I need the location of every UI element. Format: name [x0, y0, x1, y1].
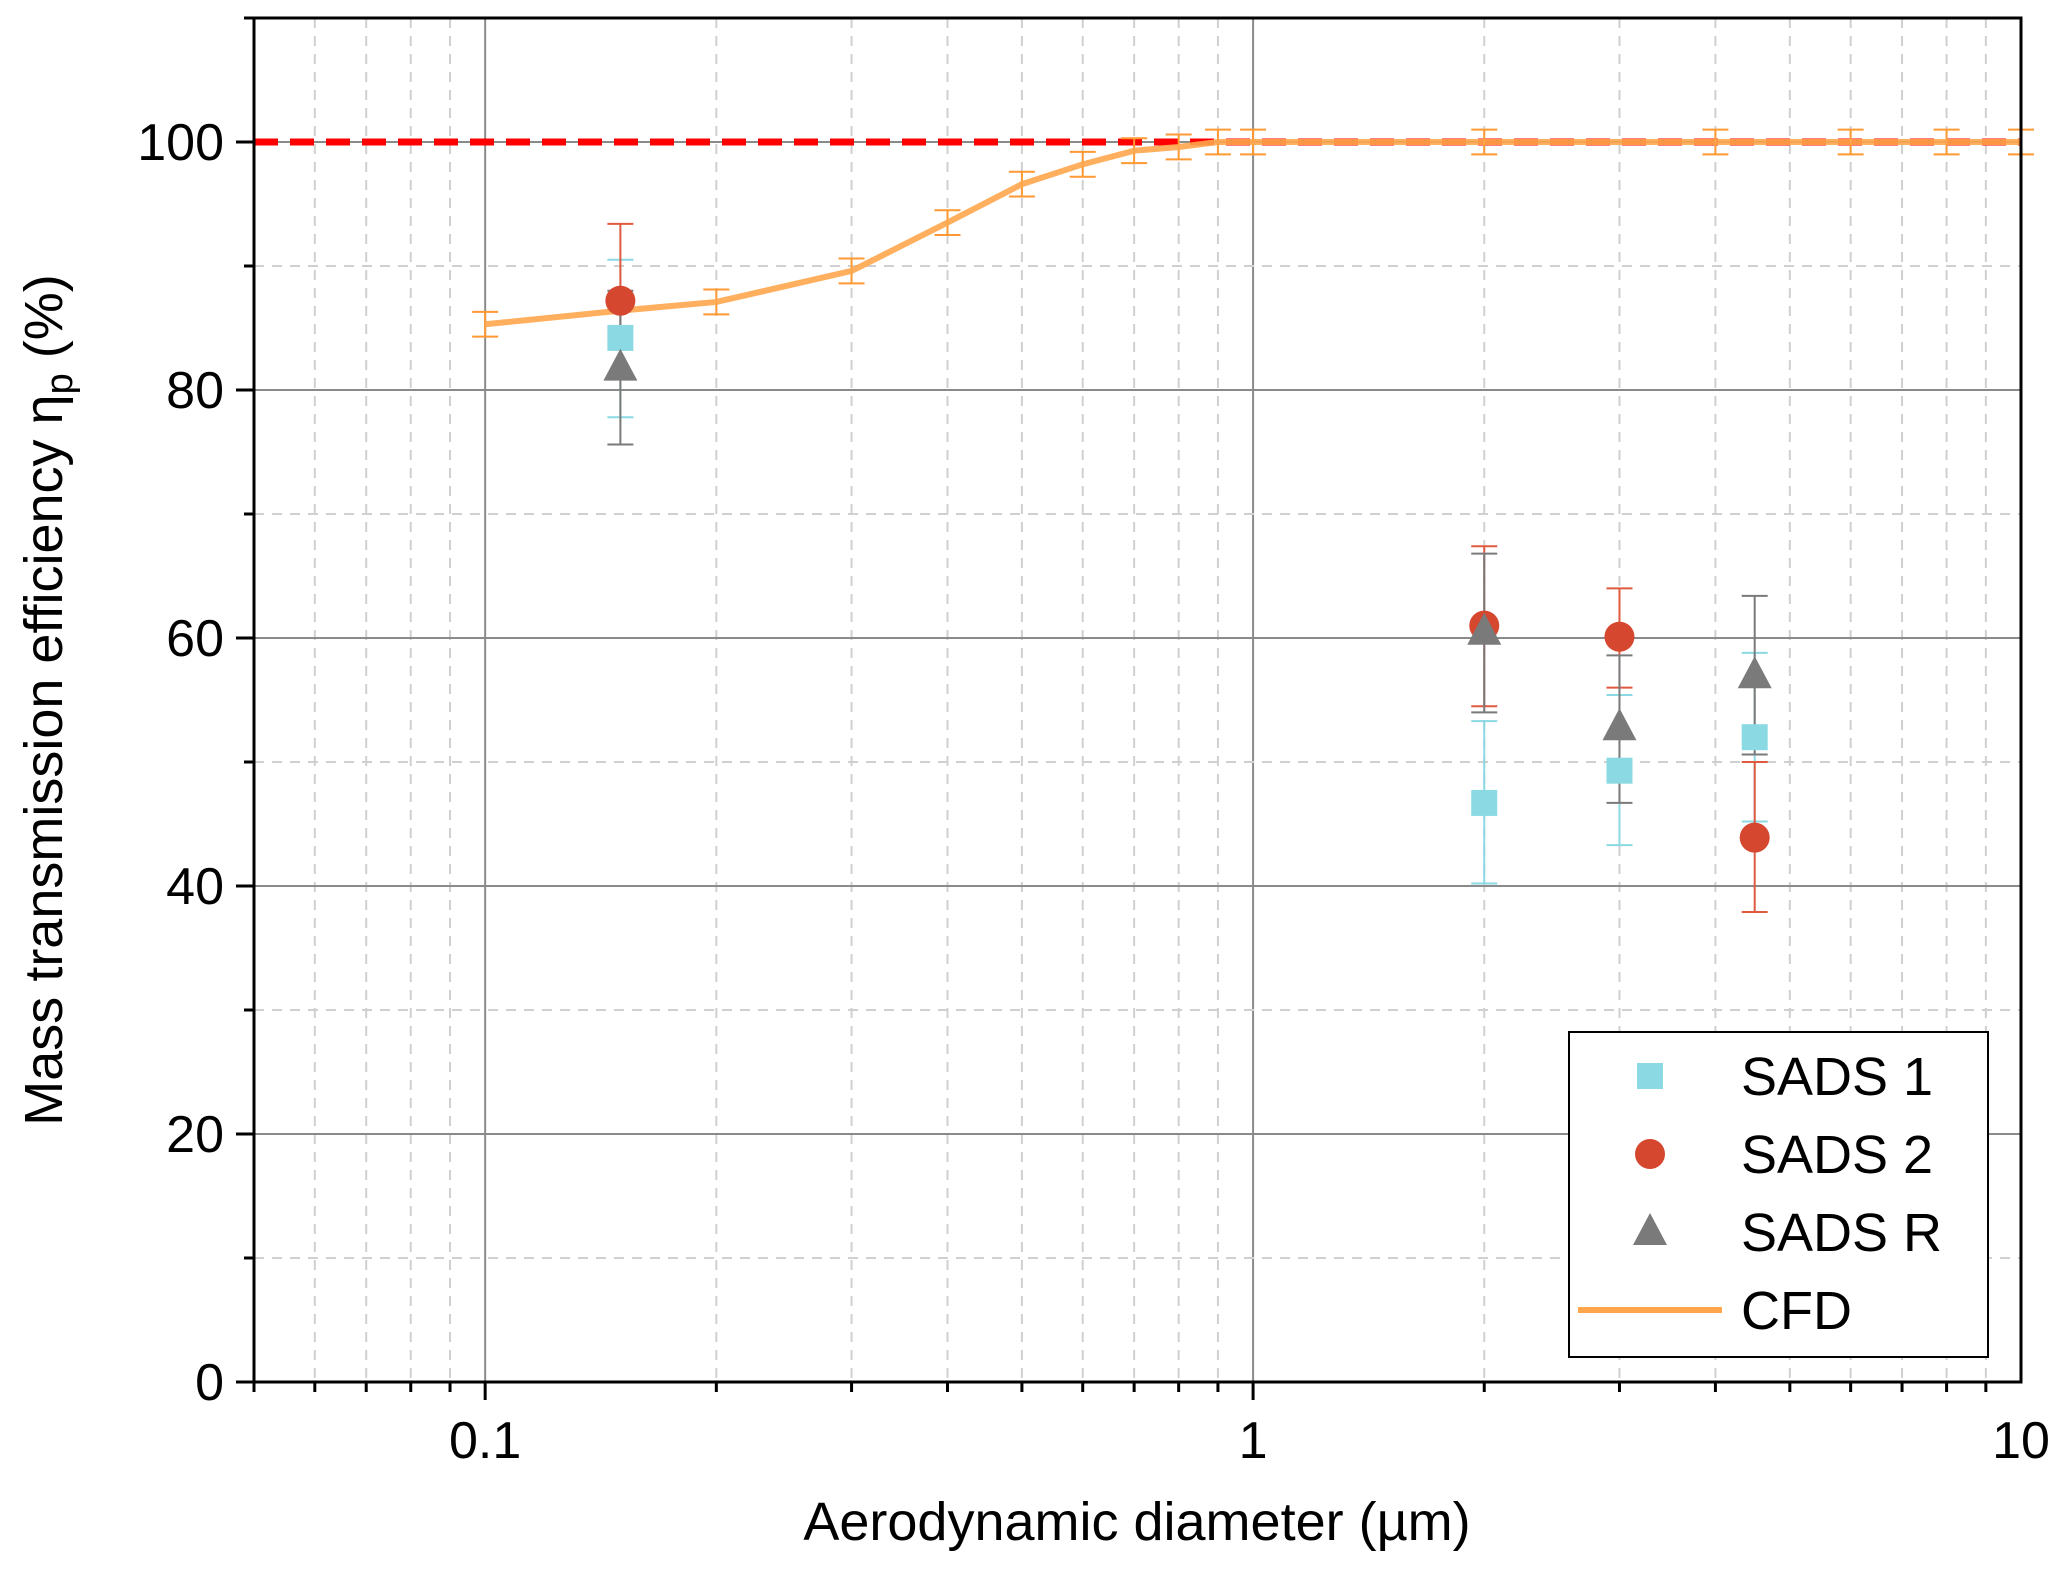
legend-label-sads-2: SADS 2	[1741, 1125, 1933, 1185]
legend: SADS 1 SADS 2 SADS R CFD	[1568, 1031, 1989, 1358]
sads-r-point	[1467, 612, 1502, 645]
sads-1-point	[1471, 789, 1498, 816]
y-axis-label-unit: (%)	[14, 274, 74, 373]
legend-swatch-sads-2	[1635, 1139, 1665, 1169]
sads-2-point	[605, 285, 636, 316]
sads-r-point	[1602, 708, 1637, 741]
y-tick-label: 100	[137, 114, 224, 172]
x-tick-label: 0.1	[449, 1412, 521, 1470]
y-tick-label: 20	[166, 1106, 224, 1164]
y-tick-label: 80	[166, 362, 224, 420]
sads-1-point	[1606, 757, 1633, 784]
sads-2-point	[1739, 822, 1770, 853]
sads-r-point	[603, 348, 638, 381]
y-tick-label: 0	[195, 1354, 224, 1412]
x-tick-label: 10	[1992, 1412, 2050, 1470]
sads-r-point	[1737, 656, 1772, 689]
legend-label-cfd: CFD	[1741, 1281, 1852, 1341]
y-tick-label: 60	[166, 610, 224, 668]
cfd-line	[484, 139, 2021, 328]
legend-label-sads-1: SADS 1	[1741, 1047, 1933, 1107]
y-axis-label-subscript: p	[39, 373, 81, 394]
sads-1-point	[607, 324, 634, 351]
x-tick-label: 1	[1239, 1412, 1268, 1470]
legend-swatch-sads-1	[1637, 1063, 1663, 1089]
legend-swatch-sads-r	[1633, 1213, 1667, 1245]
sads-2-point	[1604, 621, 1635, 652]
x-axis-label: Aerodynamic diameter (µm)	[803, 1492, 1470, 1552]
y-axis-label-main: Mass transmission efficiency η	[14, 394, 74, 1125]
y-tick-label: 40	[166, 858, 224, 916]
y-axis-label: Mass transmission efficiency ηp (%)	[14, 274, 81, 1125]
sads-1-point	[1741, 724, 1768, 751]
data-points	[603, 222, 1772, 914]
legend-label-sads-r: SADS R	[1741, 1203, 1942, 1263]
cfd-series	[472, 128, 2034, 338]
plot-frame	[252, 16, 2023, 1384]
